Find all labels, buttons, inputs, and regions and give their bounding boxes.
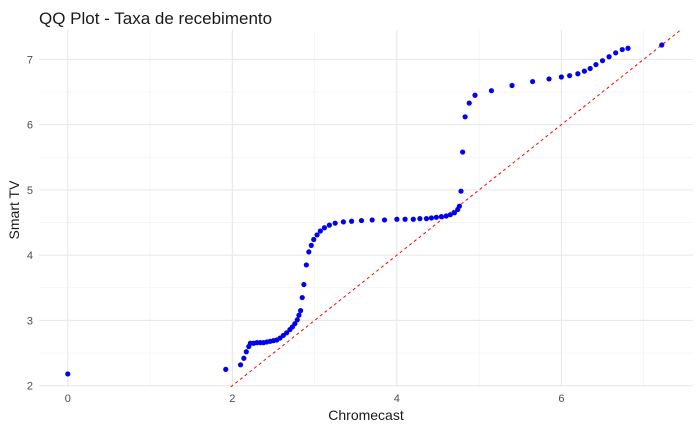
- data-point: [466, 100, 472, 106]
- x-axis-title: Chromecast: [328, 407, 404, 423]
- chart-title: QQ Plot - Taxa de recebimento: [39, 9, 272, 28]
- data-point: [243, 349, 249, 355]
- data-point: [308, 242, 314, 248]
- data-point: [456, 203, 462, 209]
- data-point: [619, 46, 625, 53]
- data-point: [326, 222, 332, 228]
- data-point: [317, 228, 323, 234]
- data-point: [460, 149, 466, 155]
- data-point: [410, 216, 416, 222]
- data-point: [509, 82, 515, 89]
- data-point: [311, 236, 317, 243]
- x-tick-label: 4: [394, 393, 400, 405]
- data-point: [381, 217, 388, 223]
- data-point: [546, 76, 552, 82]
- data-point: [292, 321, 298, 327]
- gridlines: [39, 30, 693, 387]
- y-axis-title: Smart TV: [6, 180, 22, 240]
- data-point: [567, 73, 573, 79]
- data-point: [433, 214, 439, 220]
- data-point: [529, 78, 536, 85]
- data-point: [659, 42, 665, 48]
- data-point: [294, 317, 300, 323]
- data-point: [402, 216, 408, 222]
- data-point: [587, 65, 593, 72]
- data-point: [298, 308, 304, 314]
- data-point: [394, 216, 400, 222]
- x-tick-label: 0: [65, 393, 71, 405]
- x-axis-ticks: 0 2 4 6: [65, 393, 565, 405]
- x-tick-label: 2: [229, 393, 235, 405]
- data-point: [301, 281, 307, 288]
- data-point: [447, 212, 453, 218]
- data-point: [438, 214, 444, 220]
- data-point: [625, 45, 631, 51]
- y-tick-label: 5: [27, 185, 33, 197]
- data-point: [241, 355, 247, 361]
- data-point: [593, 61, 599, 68]
- data-points: [65, 42, 665, 377]
- data-point: [488, 88, 495, 94]
- y-tick-label: 3: [27, 315, 33, 327]
- data-point: [358, 217, 365, 224]
- data-point: [472, 92, 478, 98]
- data-point: [349, 218, 355, 224]
- data-point: [558, 74, 564, 80]
- y-tick-label: 2: [27, 381, 33, 393]
- data-point: [340, 219, 346, 225]
- data-point: [321, 225, 328, 231]
- data-point: [575, 71, 581, 77]
- data-point: [65, 371, 71, 377]
- data-point: [428, 215, 434, 221]
- data-point: [369, 217, 375, 223]
- data-point: [306, 249, 312, 255]
- y-axis-ticks: 2 3 4 5 6 7: [27, 54, 33, 392]
- data-point: [599, 58, 606, 64]
- data-point: [606, 54, 612, 60]
- data-point: [613, 50, 619, 56]
- y-tick-label: 7: [27, 54, 33, 66]
- y-tick-label: 6: [27, 120, 33, 132]
- data-point: [462, 114, 468, 120]
- data-point: [284, 330, 290, 336]
- data-point: [332, 220, 338, 226]
- data-point: [458, 188, 464, 194]
- data-point: [581, 68, 588, 74]
- data-point: [223, 366, 229, 372]
- data-point: [237, 362, 244, 368]
- data-point: [443, 213, 449, 219]
- data-point: [417, 216, 423, 222]
- x-tick-label: 6: [558, 393, 564, 405]
- y-tick-label: 4: [27, 250, 33, 262]
- data-point: [296, 312, 302, 318]
- data-point: [451, 210, 458, 216]
- data-point: [303, 262, 309, 268]
- data-point: [299, 294, 305, 301]
- data-point: [423, 216, 430, 222]
- data-point: [314, 232, 320, 238]
